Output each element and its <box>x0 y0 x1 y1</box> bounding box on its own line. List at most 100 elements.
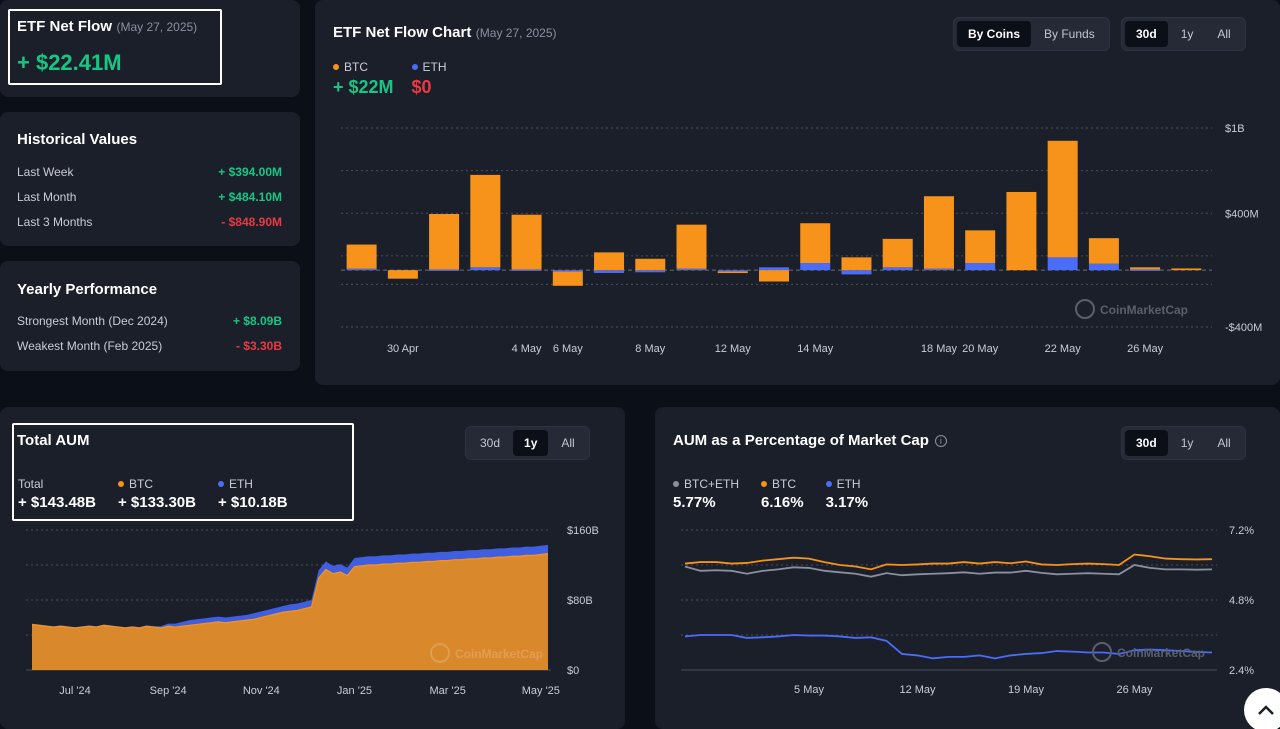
flow-legend-eth-name: ETH <box>422 60 447 74</box>
flow-chart-card: ETF Net Flow Chart (May 27, 2025) By Coi… <box>315 0 1280 385</box>
y-tick-label: 2.4% <box>1229 665 1254 677</box>
btc-bar <box>470 174 501 268</box>
btc-line <box>31 553 549 629</box>
x-tick-label: 8 May <box>635 343 665 355</box>
historical-title: Historical Values <box>17 131 138 148</box>
btc-bar <box>676 224 707 269</box>
aum-legend-btc-name: BTC <box>128 477 153 491</box>
series-line-eth <box>684 634 1213 660</box>
eth-bar <box>882 267 913 271</box>
aum-range-30d[interactable]: 30d <box>480 436 501 450</box>
flow-range-30d[interactable]: 30d <box>1125 21 1168 47</box>
flow-chart-title-text: ETF Net Flow Chart <box>333 24 472 41</box>
y-tick-label: $160B <box>567 525 599 537</box>
historical-row: Last Month + $484.10M <box>17 190 282 204</box>
btc-bar <box>1171 268 1202 271</box>
x-tick-label: 4 May <box>512 343 542 355</box>
yearly-row-label: Weakest Month (Feb 2025) <box>17 339 163 353</box>
flow-range-1y[interactable]: 1y <box>1180 27 1194 41</box>
eth-bar <box>635 270 666 273</box>
x-tick-label: 5 May <box>794 684 824 696</box>
btc-dot-icon <box>333 64 339 70</box>
btc-bar <box>1006 191 1037 271</box>
eth-bar <box>841 270 872 275</box>
by-coins-button[interactable]: By Coins <box>957 21 1032 47</box>
aum-legend-eth-name: ETH <box>228 477 253 491</box>
historical-row-value: + $394.00M <box>218 165 282 179</box>
flow-range-all[interactable]: All <box>1217 27 1231 41</box>
x-tick-label: 26 May <box>1116 684 1153 696</box>
aum-title: Total AUM <box>17 432 90 449</box>
net-flow-date: (May 27, 2025) <box>116 20 198 34</box>
pct-range-all[interactable]: All <box>1217 436 1231 450</box>
x-tick-label: 14 May <box>797 343 834 355</box>
pct-watermark-text: CoinMarketCap <box>1117 646 1205 660</box>
coinmarketcap-logo-icon <box>1075 299 1095 319</box>
y-tick-label: $0 <box>567 665 579 677</box>
x-tick-label: Sep '24 <box>150 685 187 697</box>
pct-card: AUM as a Percentage of Market Cap i 30d … <box>655 407 1280 729</box>
btc-bar <box>1047 140 1078 258</box>
btc-bar <box>511 214 542 270</box>
btc-dot-icon <box>117 481 124 487</box>
x-tick-label: 20 May <box>962 343 999 355</box>
btc-bar <box>923 196 954 269</box>
pct-chart-plot[interactable]: 7.2% 4.8% 2.4% 5 May 12 May 19 May 26 May Coin… <box>655 407 1280 729</box>
yearly-row: Weakest Month (Feb 2025) - $3.30B <box>17 339 282 353</box>
btc-eth-dot-icon <box>673 481 679 487</box>
flow-legend-eth: ETH $0 <box>411 60 447 98</box>
historical-row-label: Last 3 Months <box>17 215 93 229</box>
pct-legend-eth: ETH 3.17% <box>825 477 868 511</box>
aum-legend-total: Total + $143.48B <box>18 477 96 511</box>
pct-range-30d[interactable]: 30d <box>1125 430 1168 456</box>
yearly-row-label: Strongest Month (Dec 2024) <box>17 314 168 328</box>
x-tick-label: 26 May <box>1127 343 1164 355</box>
flow-legend-btc-name: BTC <box>344 60 368 74</box>
info-circle-icon[interactable]: i <box>934 434 947 447</box>
aum-chart-plot[interactable]: $160B $80B $0 Jul '24 Sep '24 Nov '24 Jan '25 M… <box>0 407 625 729</box>
flow-legend-btc-value: + $22M <box>333 77 394 97</box>
x-tick-label: Nov '24 <box>243 685 280 697</box>
coinmarketcap-logo-icon <box>430 643 450 663</box>
pct-range-1y[interactable]: 1y <box>1180 436 1194 450</box>
aum-range-all[interactable]: All <box>561 436 575 450</box>
pct-legend-eth-name: ETH <box>836 477 861 491</box>
aum-range-1y[interactable]: 1y <box>513 430 549 456</box>
eth-bar <box>470 267 501 271</box>
eth-bar <box>1088 263 1119 271</box>
aum-range-toggle: 30d 1y All <box>465 426 590 460</box>
scroll-top-button[interactable] <box>1244 688 1280 729</box>
eth-bar <box>1130 269 1161 271</box>
flow-watermark-text: CoinMarketCap <box>1100 303 1188 317</box>
aum-highlight <box>12 423 354 521</box>
yearly-row-value: + $8.09B <box>232 314 282 328</box>
eth-bar <box>552 270 583 272</box>
aum-legend-btc-value: + $133.30B <box>117 494 196 511</box>
eth-bar <box>594 270 625 273</box>
btc-bar <box>387 270 418 279</box>
pct-range-toggle: 30d 1y All <box>1121 426 1246 460</box>
by-funds-button[interactable]: By Funds <box>1044 27 1095 41</box>
historical-row-value: - $848.90M <box>221 215 282 229</box>
btc-bar <box>717 271 748 274</box>
btc-bar <box>965 230 996 264</box>
pct-title-text: AUM as a Percentage of Market Cap <box>673 432 929 449</box>
btc-bar <box>800 223 831 264</box>
flow-legend: BTC + $22M ETH $0 <box>333 60 447 98</box>
historical-row-label: Last Week <box>17 165 74 179</box>
coinmarketcap-logo-icon <box>1092 642 1112 662</box>
x-tick-label: 12 May <box>715 343 752 355</box>
flow-chart-plot[interactable]: $1B $400M -$400M 30 Apr 4 May 6 May 8 May 12 Ma… <box>315 0 1280 385</box>
flow-group-toggle: By Coins By Funds <box>953 17 1110 51</box>
y-tick-label: 7.2% <box>1229 525 1254 537</box>
flow-chart-title: ETF Net Flow Chart (May 27, 2025) <box>333 24 557 42</box>
btc-bar <box>429 213 460 270</box>
historical-values-card: Historical Values Last Week + $394.00M Las… <box>0 112 300 246</box>
btc-bar <box>882 238 913 268</box>
eth-bar <box>717 270 748 272</box>
btc-bar <box>346 244 377 269</box>
historical-row-value: + $484.10M <box>218 190 282 204</box>
btc-bar <box>635 258 666 271</box>
eth-bar <box>346 268 377 271</box>
historical-row: Last Week + $394.00M <box>17 165 282 179</box>
